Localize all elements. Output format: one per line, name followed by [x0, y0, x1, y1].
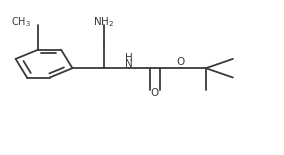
Text: N: N — [125, 59, 133, 69]
Text: NH$_2$: NH$_2$ — [93, 15, 114, 29]
Text: O: O — [151, 88, 159, 98]
Text: CH$_3$: CH$_3$ — [11, 15, 31, 29]
Text: O: O — [176, 57, 185, 67]
Text: H: H — [125, 53, 133, 63]
